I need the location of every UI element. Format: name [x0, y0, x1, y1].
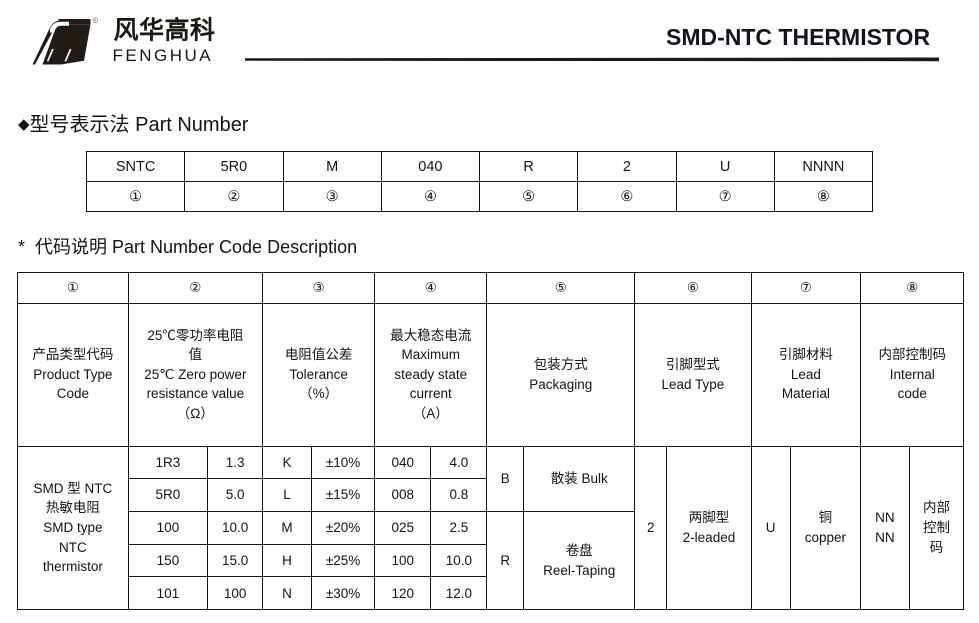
- svg-text:R: R: [94, 18, 96, 22]
- svg-text:风华高科: 风华高科: [114, 16, 216, 45]
